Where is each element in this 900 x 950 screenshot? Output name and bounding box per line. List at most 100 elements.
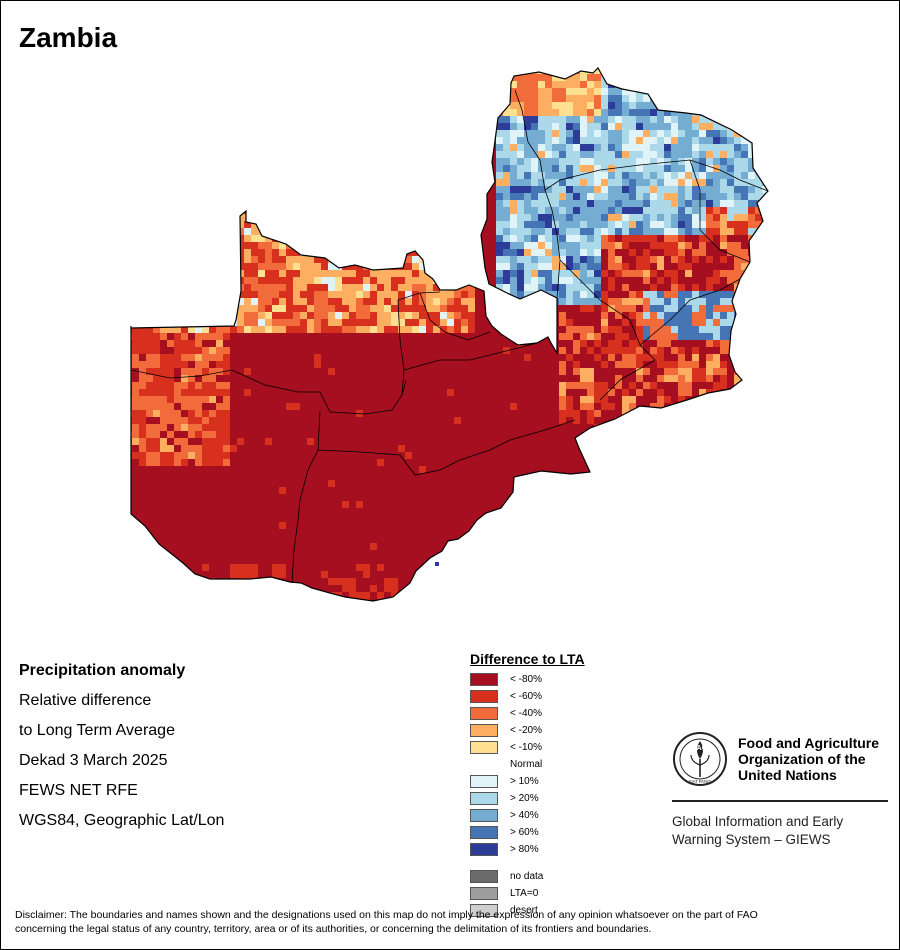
raster-cell bbox=[587, 284, 595, 292]
raster-cell bbox=[377, 60, 385, 68]
raster-cell bbox=[762, 291, 768, 299]
raster-cell bbox=[139, 165, 147, 173]
raster-cell bbox=[706, 368, 714, 376]
raster-cell bbox=[356, 242, 364, 250]
raster-cell bbox=[531, 81, 539, 89]
raster-cell bbox=[643, 235, 651, 243]
raster-cell bbox=[699, 74, 707, 82]
raster-cell bbox=[195, 277, 203, 285]
raster-cell bbox=[433, 242, 441, 250]
raster-cell bbox=[293, 417, 301, 425]
raster-cell bbox=[391, 81, 399, 89]
raster-cell bbox=[566, 431, 574, 439]
raster-cell bbox=[132, 354, 140, 362]
raster-cell bbox=[426, 74, 434, 82]
raster-cell bbox=[706, 424, 714, 432]
raster-cell bbox=[587, 81, 595, 89]
raster-cell bbox=[510, 368, 518, 376]
raster-cell bbox=[412, 417, 420, 425]
raster-cell bbox=[307, 389, 315, 397]
raster-cell bbox=[209, 298, 217, 306]
raster-cell bbox=[174, 74, 182, 82]
raster-cell bbox=[538, 361, 546, 369]
raster-cell bbox=[139, 375, 147, 383]
raster-cell bbox=[713, 354, 721, 362]
raster-cell bbox=[265, 326, 273, 334]
raster-cell bbox=[286, 354, 294, 362]
raster-cell bbox=[503, 284, 511, 292]
raster-cell bbox=[615, 130, 623, 138]
raster-cell bbox=[566, 256, 574, 264]
raster-cell bbox=[468, 431, 476, 439]
raster-cell bbox=[237, 109, 245, 117]
raster-cell bbox=[307, 214, 315, 222]
raster-cell bbox=[153, 116, 161, 124]
raster-cell bbox=[433, 165, 441, 173]
raster-cell bbox=[139, 130, 147, 138]
raster-cell bbox=[440, 179, 448, 187]
raster-cell bbox=[713, 333, 721, 341]
raster-cell bbox=[727, 396, 735, 404]
raster-cell bbox=[342, 403, 350, 411]
raster-cell bbox=[748, 123, 756, 131]
raster-cell bbox=[300, 256, 308, 264]
raster-cell bbox=[272, 214, 280, 222]
raster-cell bbox=[146, 68, 154, 75]
raster-cell bbox=[314, 256, 322, 264]
raster-cell bbox=[573, 165, 581, 173]
raster-cell bbox=[153, 340, 161, 348]
raster-cell bbox=[734, 81, 742, 89]
raster-cell bbox=[251, 109, 259, 117]
raster-cell bbox=[230, 284, 238, 292]
raster-cell bbox=[293, 431, 301, 439]
raster-cell bbox=[216, 305, 224, 313]
raster-cell bbox=[223, 263, 231, 271]
raster-cell bbox=[314, 109, 322, 117]
raster-cell bbox=[643, 305, 651, 313]
raster-cell bbox=[524, 284, 532, 292]
raster-cell bbox=[503, 249, 511, 257]
raster-cell bbox=[664, 326, 672, 334]
raster-cell bbox=[202, 88, 210, 96]
raster-cell bbox=[279, 263, 287, 271]
raster-cell bbox=[643, 144, 651, 152]
raster-cell bbox=[377, 102, 385, 110]
raster-cell bbox=[328, 151, 336, 159]
raster-cell bbox=[307, 382, 315, 390]
raster-cell bbox=[699, 151, 707, 159]
raster-cell bbox=[629, 172, 637, 180]
raster-cell bbox=[293, 403, 301, 411]
raster-cell bbox=[699, 102, 707, 110]
raster-cell bbox=[454, 144, 462, 152]
raster-cell bbox=[678, 165, 686, 173]
raster-cell bbox=[538, 305, 546, 313]
raster-cell bbox=[181, 326, 189, 334]
raster-cell bbox=[643, 186, 651, 194]
raster-cell bbox=[580, 284, 588, 292]
raster-cell bbox=[510, 424, 518, 432]
raster-cell bbox=[181, 291, 189, 299]
raster-cell bbox=[503, 207, 511, 215]
raster-cell bbox=[342, 284, 350, 292]
raster-cell bbox=[251, 375, 259, 383]
raster-cell bbox=[657, 347, 665, 355]
raster-cell bbox=[762, 347, 768, 355]
raster-cell bbox=[342, 242, 350, 250]
raster-cell bbox=[216, 326, 224, 334]
raster-cell bbox=[181, 81, 189, 89]
raster-cell bbox=[636, 410, 644, 418]
raster-cell bbox=[181, 74, 189, 82]
raster-cell bbox=[377, 207, 385, 215]
raster-cell bbox=[622, 207, 630, 215]
raster-cell bbox=[566, 354, 574, 362]
raster-cell bbox=[685, 81, 693, 89]
raster-cell bbox=[685, 102, 693, 110]
raster-cell bbox=[321, 333, 329, 341]
raster-cell bbox=[286, 340, 294, 348]
raster-cell bbox=[762, 340, 768, 348]
raster-cell bbox=[216, 200, 224, 208]
raster-cell bbox=[440, 389, 448, 397]
raster-cell bbox=[342, 361, 350, 369]
raster-cell bbox=[209, 81, 217, 89]
raster-cell bbox=[503, 95, 511, 103]
